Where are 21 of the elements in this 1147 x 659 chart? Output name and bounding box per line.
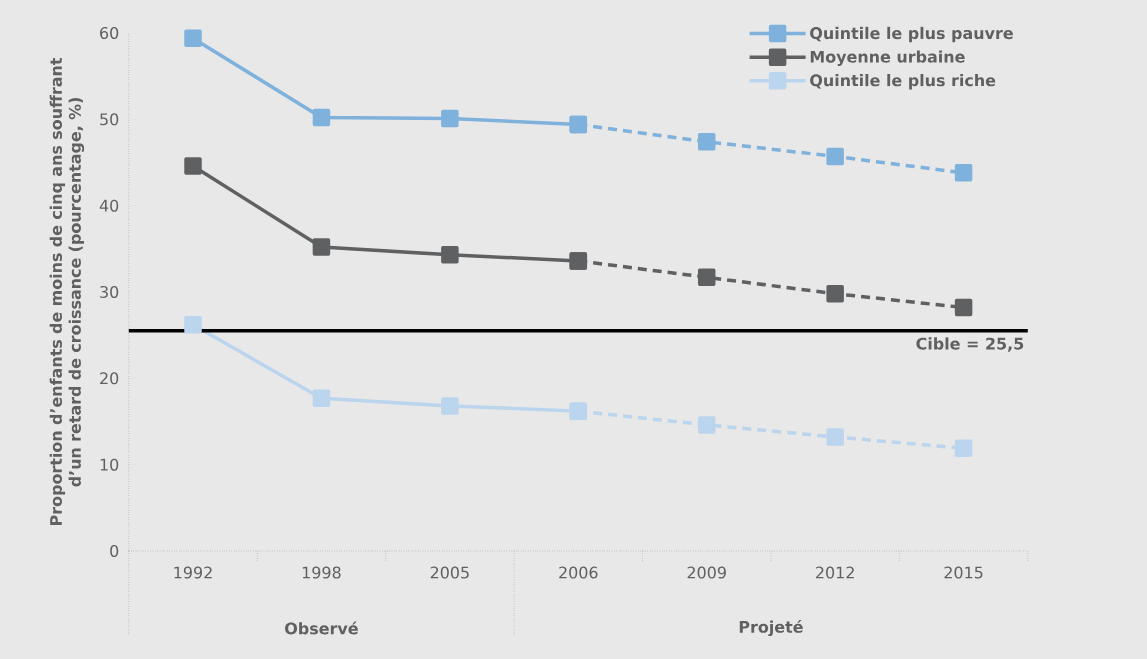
x-tick-label: 2009 xyxy=(687,566,726,579)
y-tick-label: 20 xyxy=(100,372,119,385)
x-tick-label: 2015 xyxy=(944,566,983,579)
legend-label: Quintile le plus riche xyxy=(810,73,996,90)
x-tick-label: 2005 xyxy=(430,566,469,579)
y-tick-label: 40 xyxy=(99,199,119,212)
y-tick-label: 30 xyxy=(100,285,119,299)
y-axis-title: Proportion d’enfants de moins de cinq ans souffrant d’un retard de croissance (pourcentage, %) xyxy=(49,57,85,525)
y-tick-label: 10 xyxy=(100,458,119,471)
text: Observé xyxy=(285,621,358,635)
y-tick-label: 60 xyxy=(100,26,119,40)
x-tick-label: 1998 xyxy=(302,566,341,579)
legend-label: Quintile le plus pauvre xyxy=(810,26,1013,43)
ref-line-label: Cible = 25,5 xyxy=(916,337,1024,352)
x-tick-label: 2012 xyxy=(816,566,854,579)
text: Projeté xyxy=(739,619,803,637)
x-tick-label: 1992 xyxy=(174,566,212,579)
x-tick-label: 2006 xyxy=(559,566,598,579)
y-tick-label: 0 xyxy=(110,544,119,558)
y-tick-label: 50 xyxy=(100,113,119,126)
legend-label: Moyenne urbaine xyxy=(810,50,965,66)
